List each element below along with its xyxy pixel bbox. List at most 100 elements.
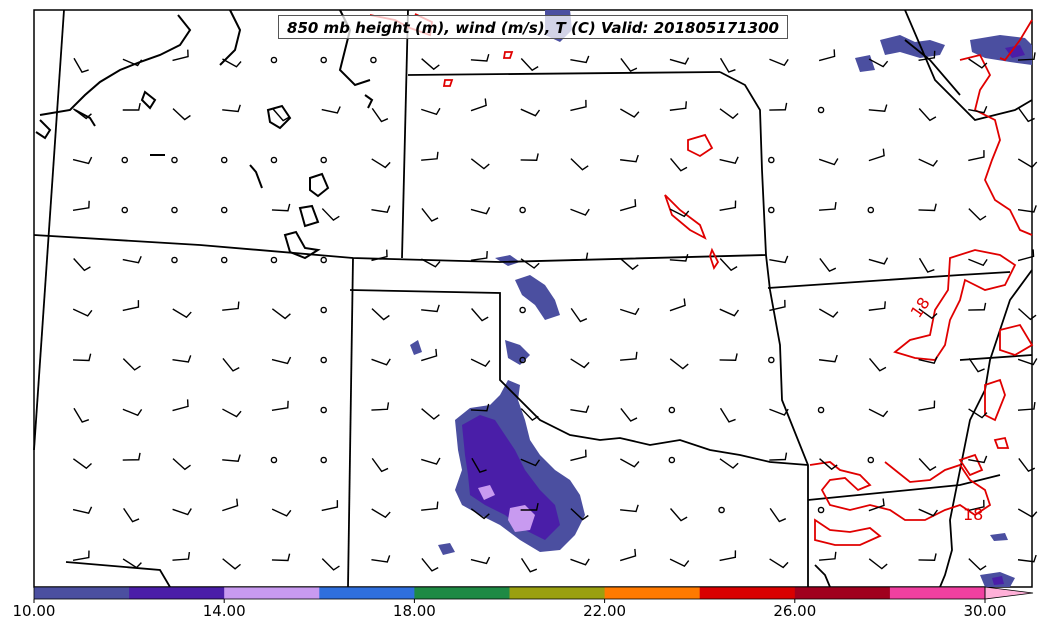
wind-barb xyxy=(520,153,539,161)
wind-barb xyxy=(371,555,391,563)
calm-wind-marker xyxy=(171,206,178,214)
wind-barb xyxy=(968,58,988,69)
wind-barbs xyxy=(72,49,1038,573)
wind-barb xyxy=(670,158,688,172)
wind-barb xyxy=(1018,457,1036,473)
calm-wind-marker xyxy=(121,156,129,164)
calm-wind-marker xyxy=(320,356,327,364)
calm-wind-marker xyxy=(171,256,178,264)
wind-barb xyxy=(719,57,736,73)
wind-barb xyxy=(470,54,490,62)
wind-barb xyxy=(669,558,690,568)
wind-barb xyxy=(719,550,737,562)
contour-label-18-b: 18 xyxy=(963,505,984,524)
wind-barb xyxy=(868,104,888,112)
wind-barb xyxy=(222,498,239,512)
wind-barb xyxy=(222,558,241,570)
calm-wind-marker xyxy=(320,56,327,64)
wind-barb xyxy=(421,151,439,161)
wind-barb xyxy=(73,407,90,423)
wind-barb xyxy=(769,452,788,461)
wind-barb xyxy=(72,458,92,470)
wind-barb xyxy=(271,400,289,412)
wind-barb xyxy=(570,158,589,171)
calm-wind-marker xyxy=(320,456,327,464)
wind-barb xyxy=(172,399,189,412)
wind-barb xyxy=(570,449,587,462)
wind-barb xyxy=(620,458,640,468)
wind-barb xyxy=(818,354,838,363)
wind-barb xyxy=(1017,249,1035,262)
wind-barb xyxy=(421,457,441,465)
wind-barb xyxy=(620,57,638,73)
wind-barb xyxy=(72,308,93,317)
wind-barb xyxy=(769,507,787,523)
calm-wind-marker xyxy=(220,156,228,164)
wind-barb xyxy=(321,500,339,512)
wind-barb xyxy=(1018,107,1035,123)
wind-barb xyxy=(570,307,588,323)
calm-wind-marker xyxy=(519,306,526,314)
calm-wind-marker xyxy=(768,156,775,164)
wind-barb xyxy=(769,58,789,67)
wind-barb xyxy=(669,57,690,65)
colorbar-segment xyxy=(34,587,130,599)
wind-barb xyxy=(918,356,938,364)
wind-barb xyxy=(918,553,937,561)
wind-barb xyxy=(72,550,90,562)
calm-wind-marker xyxy=(270,156,278,164)
calm-wind-marker xyxy=(668,456,676,464)
wind-barb xyxy=(968,408,988,419)
wind-barb xyxy=(769,299,786,312)
wind-barb xyxy=(620,504,639,513)
wind-barb xyxy=(918,158,938,167)
wind-barb xyxy=(371,508,391,519)
wind-barb xyxy=(371,107,389,123)
wind-barb xyxy=(968,558,987,571)
wind-barb xyxy=(819,201,837,211)
wind-barb xyxy=(371,249,388,262)
wind-barb xyxy=(172,551,191,561)
wind-barb xyxy=(470,251,488,261)
wind-barb xyxy=(570,358,590,369)
calm-wind-marker xyxy=(270,456,278,464)
wind-barb xyxy=(222,454,241,462)
wind-barb xyxy=(421,58,440,71)
colorbar-segment xyxy=(224,587,320,599)
wind-barb xyxy=(570,508,589,521)
wind-barb xyxy=(868,408,889,418)
wind-barb xyxy=(271,356,292,365)
wind-barb xyxy=(470,98,487,112)
wind-barb xyxy=(669,298,686,312)
wind-barb xyxy=(620,108,640,118)
wind-barb xyxy=(968,455,988,464)
wind-barb xyxy=(818,551,837,561)
wind-barb xyxy=(122,58,143,67)
wind-barb xyxy=(72,506,93,514)
wind-barb xyxy=(620,407,638,422)
wind-barb xyxy=(719,200,737,212)
colorbar-tick-label: 14.00 xyxy=(202,602,246,620)
colorbar-segment xyxy=(699,587,796,599)
calm-wind-marker xyxy=(519,206,526,214)
calm-wind-marker xyxy=(320,306,327,314)
calm-wind-marker xyxy=(270,256,278,264)
wind-barb xyxy=(172,355,192,363)
wind-barb xyxy=(123,507,140,523)
calm-wind-marker xyxy=(121,206,129,214)
wind-barb xyxy=(222,301,240,311)
wind-barb xyxy=(620,154,639,163)
wind-barb xyxy=(520,458,541,467)
wind-barb xyxy=(470,207,491,215)
wind-barb xyxy=(122,300,140,312)
wind-barb xyxy=(73,258,91,272)
wind-barb xyxy=(1017,401,1036,411)
wind-barb xyxy=(570,55,590,64)
wind-barb xyxy=(769,255,789,264)
wind-barb xyxy=(72,156,93,165)
wind-barb xyxy=(918,400,936,412)
wind-barb xyxy=(868,498,885,512)
wind-barb xyxy=(272,108,290,122)
wind-barb xyxy=(222,58,242,68)
